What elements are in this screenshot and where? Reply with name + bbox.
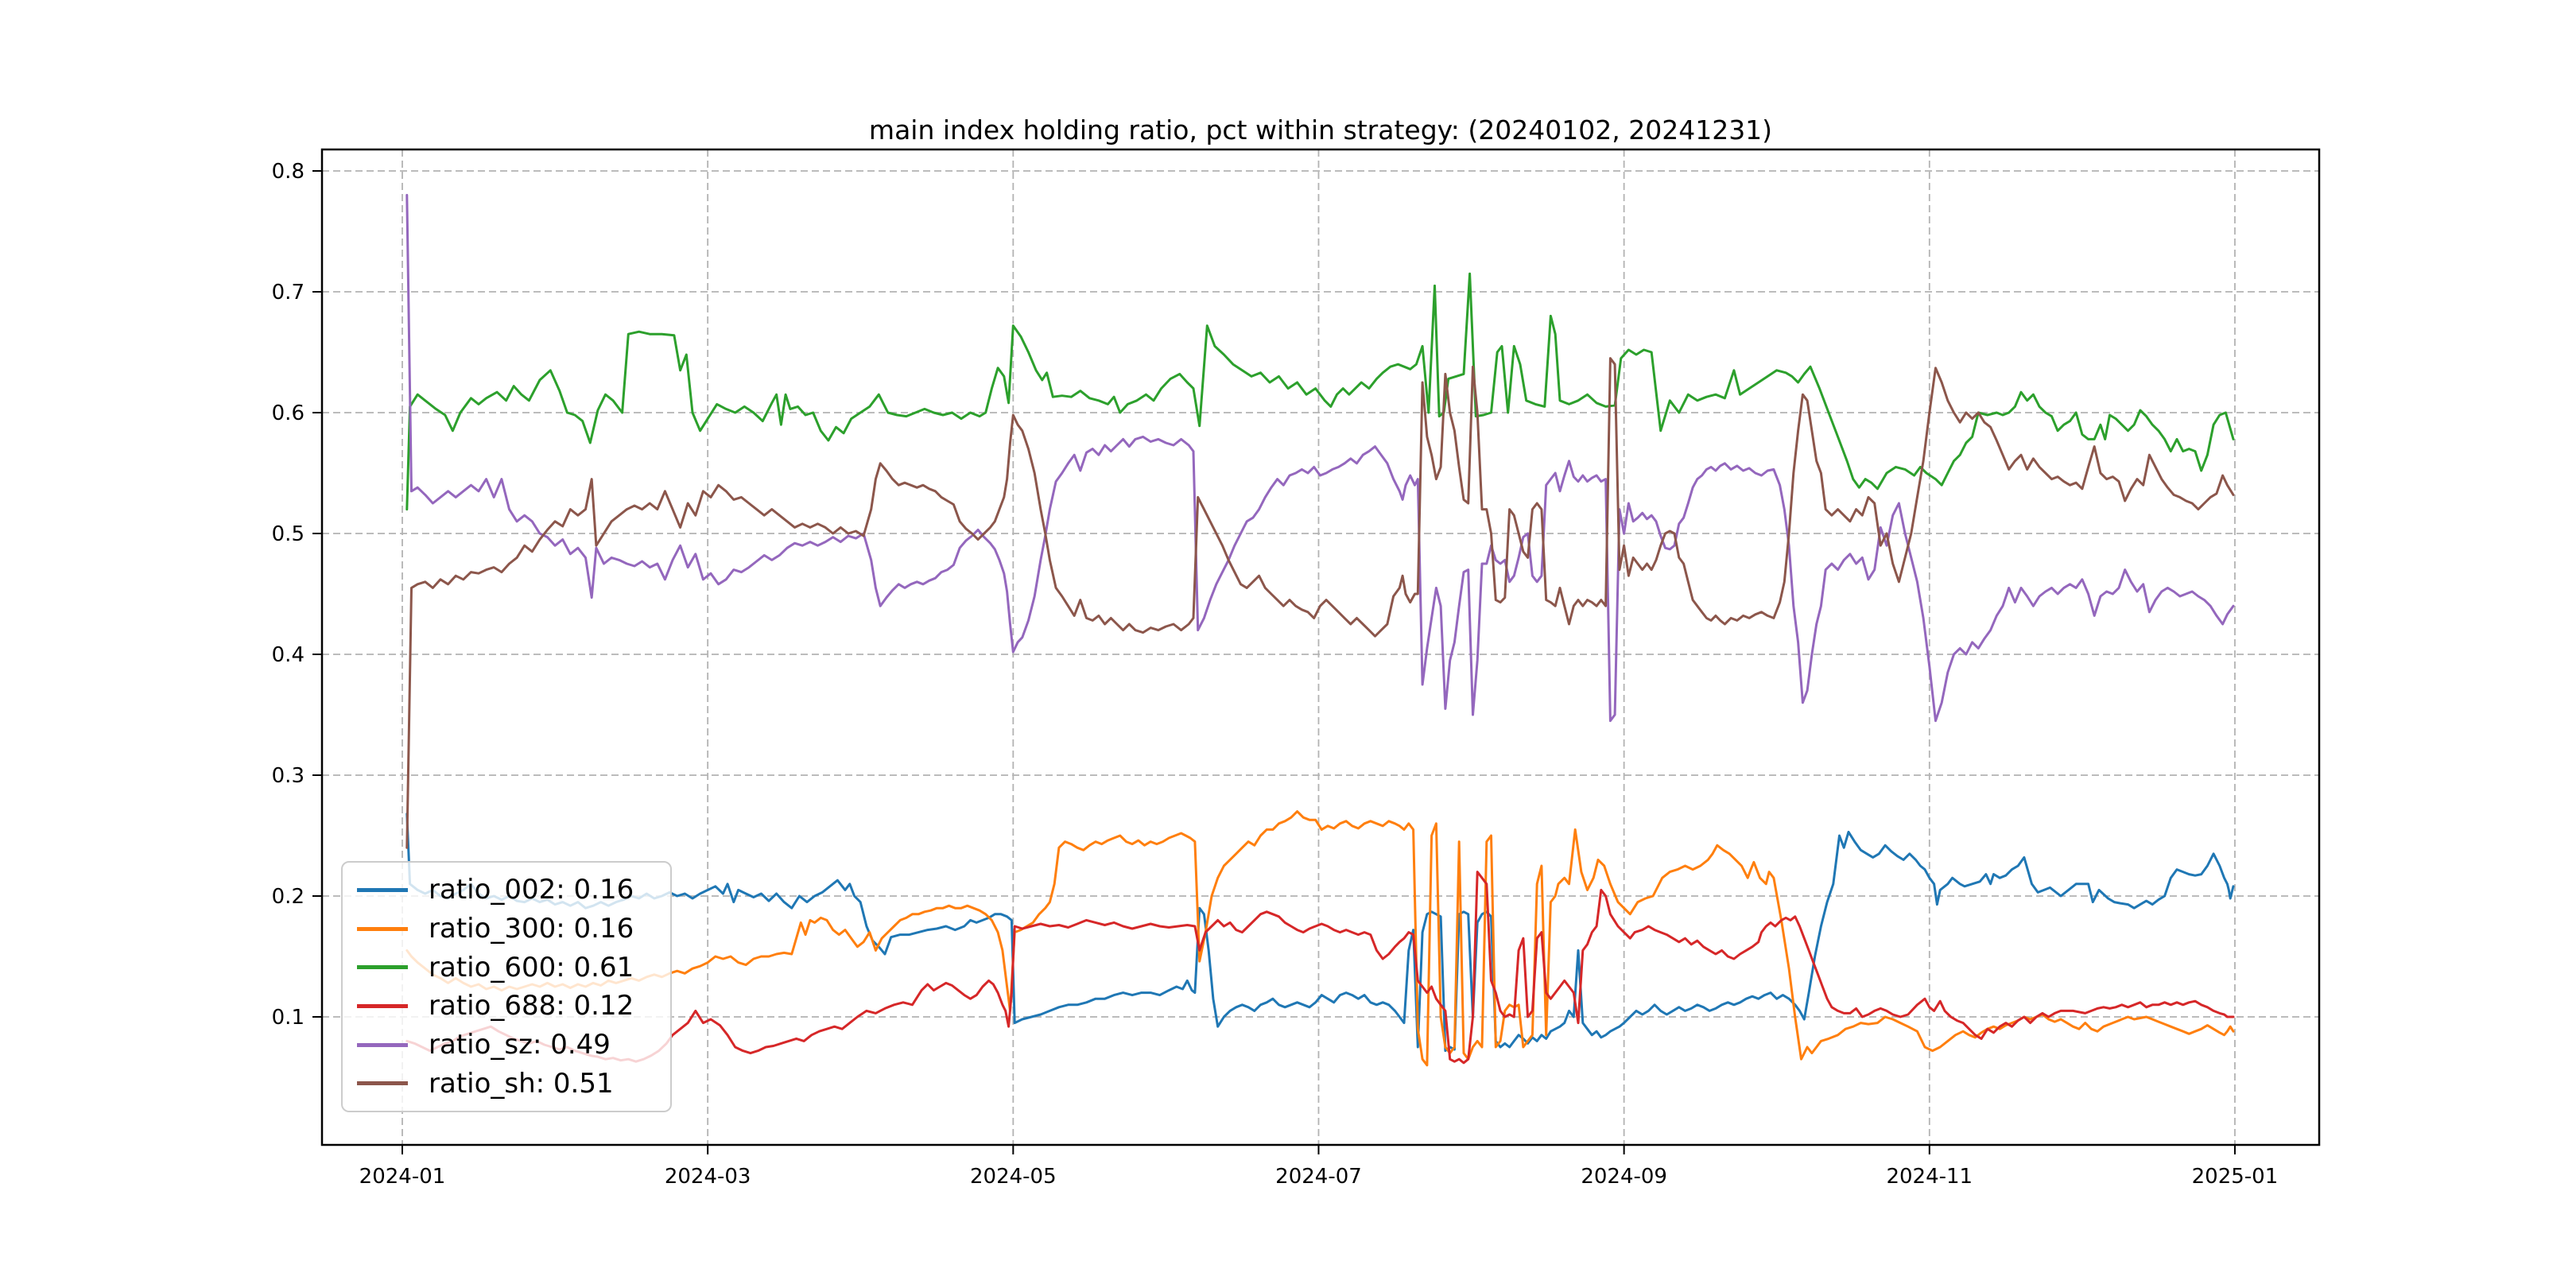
y-tick-label: 0.4 bbox=[272, 643, 305, 667]
legend-label: ratio_sz: 0.49 bbox=[429, 1029, 611, 1061]
x-tick-label: 2024-05 bbox=[970, 1165, 1057, 1189]
y-tick-label: 0.1 bbox=[272, 1006, 305, 1030]
axis-tick-labels: 0.1 0.2 0.3 0.4 0.5 0.6 0.7 0.8 2024-01 2024-03 20… bbox=[272, 160, 2279, 1189]
legend-swatch bbox=[357, 1003, 408, 1008]
series-line-ratio_688 bbox=[405, 871, 2235, 1065]
y-tick-label: 0.6 bbox=[272, 402, 305, 425]
legend-swatch bbox=[357, 965, 408, 970]
legend-swatch bbox=[357, 1081, 408, 1086]
x-tick-label: 2024-11 bbox=[1886, 1165, 1973, 1189]
y-tick-label: 0.7 bbox=[272, 281, 305, 305]
legend-item-ratio_sh: ratio_sh: 0.51 bbox=[357, 1064, 670, 1103]
legend-swatch bbox=[357, 1042, 408, 1047]
legend-item-ratio_300: ratio_300: 0.16 bbox=[357, 910, 670, 949]
series-lines bbox=[405, 193, 2235, 1067]
series-line-ratio_300 bbox=[405, 810, 2235, 1067]
axis-ticks bbox=[312, 170, 2236, 1154]
series-line-ratio_sz bbox=[405, 193, 2235, 723]
legend-label: ratio_600: 0.61 bbox=[429, 951, 634, 983]
legend: ratio_002: 0.16 ratio_300: 0.16 ratio_600:… bbox=[341, 861, 672, 1112]
legend-label: ratio_sh: 0.51 bbox=[429, 1067, 614, 1100]
chart-title: main index holding ratio, pct within str… bbox=[868, 114, 1773, 145]
x-tick-label: 2025-01 bbox=[2192, 1165, 2279, 1189]
series-line-ratio_sh bbox=[405, 357, 2235, 849]
legend-item-ratio_600: ratio_600: 0.61 bbox=[357, 948, 670, 987]
x-tick-label: 2024-01 bbox=[359, 1165, 446, 1189]
y-tick-label: 0.8 bbox=[272, 160, 305, 184]
series-line-ratio_600 bbox=[405, 272, 2235, 511]
y-tick-label: 0.3 bbox=[272, 764, 305, 788]
x-tick-label: 2024-03 bbox=[665, 1165, 751, 1189]
gridlines bbox=[322, 149, 2319, 1145]
legend-item-ratio_002: ratio_002: 0.16 bbox=[357, 871, 670, 910]
x-tick-label: 2024-09 bbox=[1581, 1165, 1667, 1189]
legend-swatch bbox=[357, 926, 408, 931]
legend-item-ratio_688: ratio_688: 0.12 bbox=[357, 987, 670, 1026]
series-line-ratio_002 bbox=[405, 813, 2235, 1053]
legend-label: ratio_300: 0.16 bbox=[429, 913, 634, 945]
legend-item-ratio_sz: ratio_sz: 0.49 bbox=[357, 1026, 670, 1065]
legend-label: ratio_002: 0.16 bbox=[429, 874, 634, 906]
plot-spines bbox=[320, 148, 2321, 1146]
y-tick-label: 0.5 bbox=[272, 522, 305, 546]
y-tick-label: 0.2 bbox=[272, 885, 305, 909]
legend-swatch bbox=[357, 887, 408, 892]
legend-label: ratio_688: 0.12 bbox=[429, 990, 634, 1022]
x-tick-label: 2024-07 bbox=[1275, 1165, 1362, 1189]
